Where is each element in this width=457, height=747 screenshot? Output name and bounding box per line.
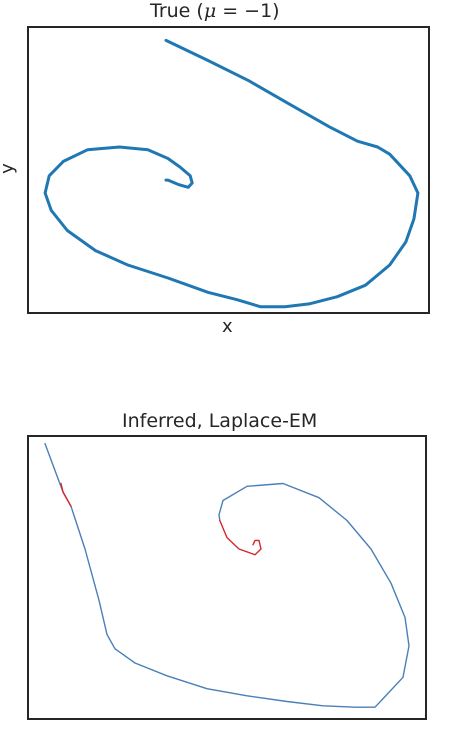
chart2-axes-frame [27, 435, 427, 720]
chart1-title-mu: μ [203, 0, 217, 22]
chart1-title-suffix: = −1) [216, 0, 280, 22]
chart1-ylabel: y [0, 163, 18, 174]
chart1-title-prefix: True ( [150, 0, 204, 22]
chart1-plot [27, 26, 430, 314]
chart2-lines [44, 442, 410, 708]
chart2-series-1-line [60, 482, 72, 508]
chart1-title: True (μ = −1) [150, 0, 280, 22]
chart2-series-2-line [219, 519, 262, 556]
chart1-series-0-line [43, 38, 420, 309]
chart1-xlabel: x [222, 316, 233, 337]
chart2-title: Inferred, Laplace-EM [122, 410, 318, 432]
chart1-lines [43, 38, 420, 309]
chart2-plot [27, 435, 427, 720]
chart1-axes-frame [27, 26, 430, 314]
chart2-series-0-line [44, 442, 410, 708]
